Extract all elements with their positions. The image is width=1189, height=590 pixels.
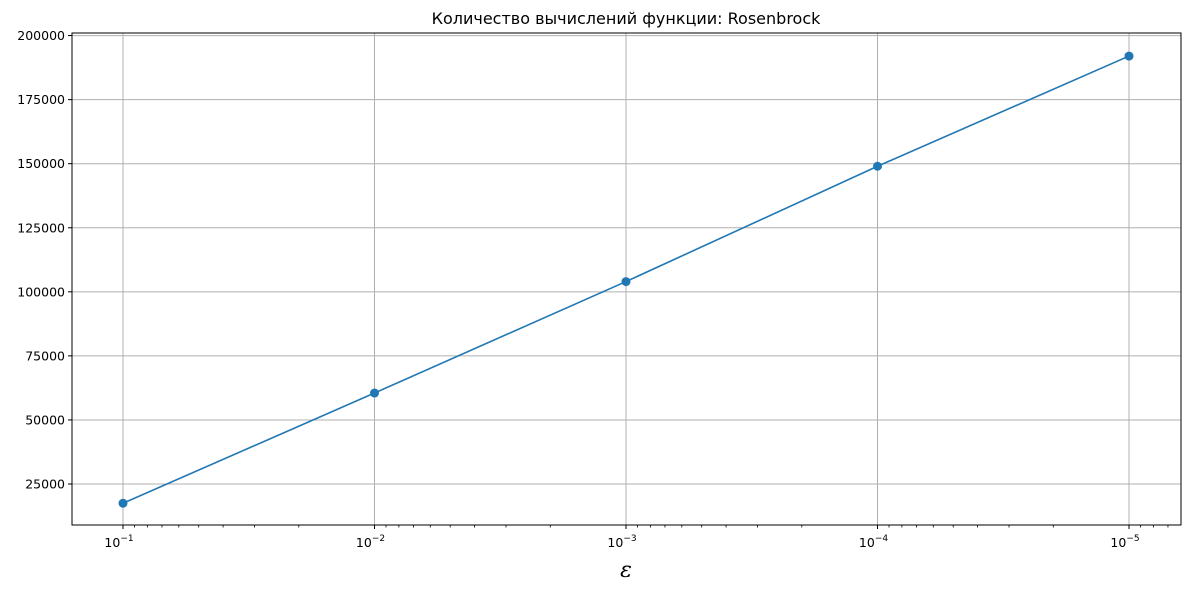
y-tick-label: 75000 bbox=[25, 348, 65, 363]
y-tick-label: 125000 bbox=[17, 220, 65, 235]
data-point bbox=[1124, 51, 1134, 61]
chart-title: Количество вычислений функции: Rosenbroc… bbox=[432, 9, 822, 28]
grid-lines bbox=[72, 33, 1181, 525]
x-axis-label: ε bbox=[620, 558, 632, 583]
data-point bbox=[118, 498, 128, 508]
axis-ticks: 25000 50000 75000 100000 125000 150000 175000 2… bbox=[17, 28, 1169, 550]
plot-frame bbox=[71, 32, 1182, 526]
series-layer bbox=[118, 51, 1134, 508]
x-tick-label: 10−3 bbox=[607, 534, 636, 550]
data-point bbox=[873, 161, 882, 171]
x-tick-label: 10−2 bbox=[356, 534, 385, 550]
data-point bbox=[621, 277, 631, 287]
y-tick-label: 200000 bbox=[17, 28, 65, 43]
y-tick-label: 175000 bbox=[17, 92, 65, 107]
x-tick-label: 10−1 bbox=[104, 534, 133, 550]
x-tick-label: 10−4 bbox=[859, 534, 888, 550]
data-point bbox=[370, 388, 379, 398]
x-tick-label: 10−5 bbox=[1110, 534, 1139, 550]
y-tick-label: 150000 bbox=[17, 156, 65, 171]
y-tick-label: 25000 bbox=[25, 477, 65, 492]
y-tick-label: 100000 bbox=[17, 284, 65, 299]
y-tick-label: 50000 bbox=[25, 412, 65, 427]
